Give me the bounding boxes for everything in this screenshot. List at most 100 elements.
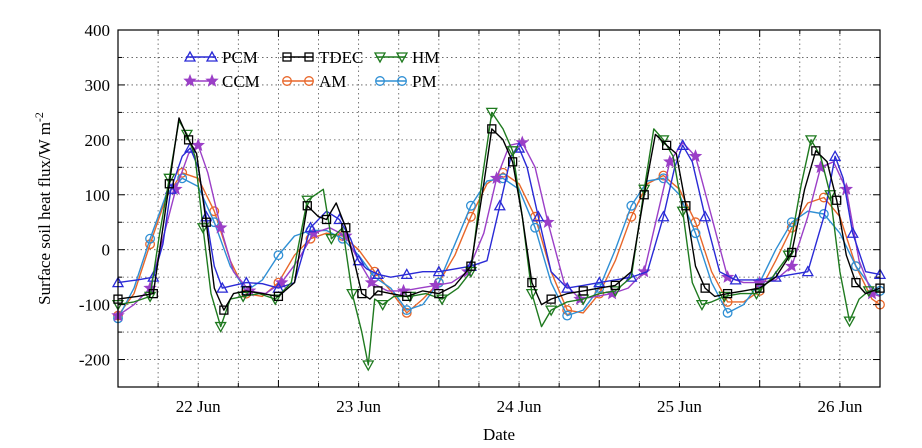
data-point (638, 184, 651, 196)
data-point (400, 268, 413, 280)
data-point (850, 261, 861, 272)
data-point (609, 286, 622, 298)
data-point (493, 199, 506, 211)
series-line-pm (117, 177, 881, 319)
data-point (699, 210, 712, 222)
legend-marker (205, 73, 219, 87)
data-point (237, 291, 250, 303)
data-point (485, 107, 498, 119)
data-point (658, 173, 669, 184)
data-point (428, 278, 443, 292)
legend-label: HM (412, 48, 439, 67)
data-point (593, 276, 606, 288)
data-point (180, 129, 194, 141)
data-point (657, 210, 670, 222)
legend-label: PCM (222, 48, 258, 67)
data-point (811, 146, 821, 156)
data-point (177, 167, 188, 178)
data-point (610, 280, 620, 291)
data-point (191, 138, 205, 152)
data-point (722, 307, 733, 318)
y-axis-label-sup: -2 (32, 112, 46, 122)
data-point (578, 286, 588, 296)
data-point (690, 228, 701, 239)
data-point (801, 265, 814, 277)
data-point (804, 135, 818, 147)
legend: PCM TDEC HM CCM AM PM (183, 48, 439, 91)
data-point (695, 299, 709, 311)
y-tick-label: -200 (79, 351, 110, 370)
data-point (658, 170, 669, 181)
series-tdec (113, 117, 885, 315)
data-point (401, 307, 412, 318)
data-point (201, 217, 211, 227)
legend-label: PM (412, 72, 437, 91)
legend-entry-pcm: PCM (183, 48, 258, 67)
data-point (541, 215, 555, 229)
data-point (321, 214, 332, 225)
y-tick-label: 0 (102, 241, 111, 260)
data-point (242, 283, 257, 297)
series-line-tdec (117, 117, 881, 311)
data-point (145, 233, 156, 244)
data-point (688, 149, 703, 163)
data-point (304, 221, 317, 233)
legend-label: TDEC (319, 48, 363, 67)
legend-marker (395, 52, 409, 64)
legend-marker (397, 76, 407, 86)
data-point (639, 190, 649, 200)
y-axis-label: Surface soil heat flux/W m-2 (32, 112, 54, 305)
y-tick-label: 400 (85, 21, 111, 40)
data-point (163, 173, 176, 185)
data-point (371, 268, 384, 280)
series-line-ccm (117, 141, 881, 317)
data-point (143, 291, 157, 303)
y-tick-label: 300 (85, 76, 111, 95)
x-tick-label: 24 Jun (497, 397, 542, 416)
data-point (274, 275, 289, 289)
data-point (464, 267, 478, 278)
data-point (530, 222, 541, 233)
data-point (273, 291, 284, 302)
data-point (177, 173, 188, 184)
legend-marker (282, 76, 292, 86)
data-point (824, 190, 837, 202)
x-axis-ticks: 22 Jun 23 Jun 24 Jun 25 Jun 26 Jun (117, 30, 881, 416)
data-point (269, 294, 282, 306)
data-point (681, 201, 691, 211)
x-axis-label: Date (483, 425, 515, 444)
data-point (720, 270, 735, 283)
data-point (851, 277, 861, 288)
data-point (396, 283, 411, 297)
series-layer (111, 107, 887, 372)
data-point (813, 160, 828, 174)
legend-entry-hm: HM (373, 48, 439, 67)
legend-marker (205, 50, 219, 62)
data-point (341, 223, 351, 233)
data-point (625, 270, 638, 282)
data-point (545, 305, 558, 317)
data-point (241, 286, 251, 296)
data-point (782, 250, 795, 262)
data-point (487, 124, 497, 134)
data-point (213, 220, 228, 234)
data-point (729, 273, 742, 285)
data-point (839, 182, 854, 195)
data-point (846, 226, 859, 238)
data-point (828, 149, 842, 161)
series-hm (111, 107, 880, 372)
legend-marker (183, 73, 197, 87)
plot-frame (117, 29, 881, 388)
data-point (219, 305, 229, 315)
legend-label: AM (319, 72, 346, 91)
data-point (546, 294, 556, 304)
data-point (183, 135, 194, 145)
data-point (527, 277, 537, 288)
legend-entry-am: AM (282, 72, 346, 91)
data-point (507, 157, 518, 167)
data-point (434, 288, 444, 299)
data-point (196, 223, 210, 235)
data-point (532, 210, 545, 222)
data-point (786, 217, 797, 228)
